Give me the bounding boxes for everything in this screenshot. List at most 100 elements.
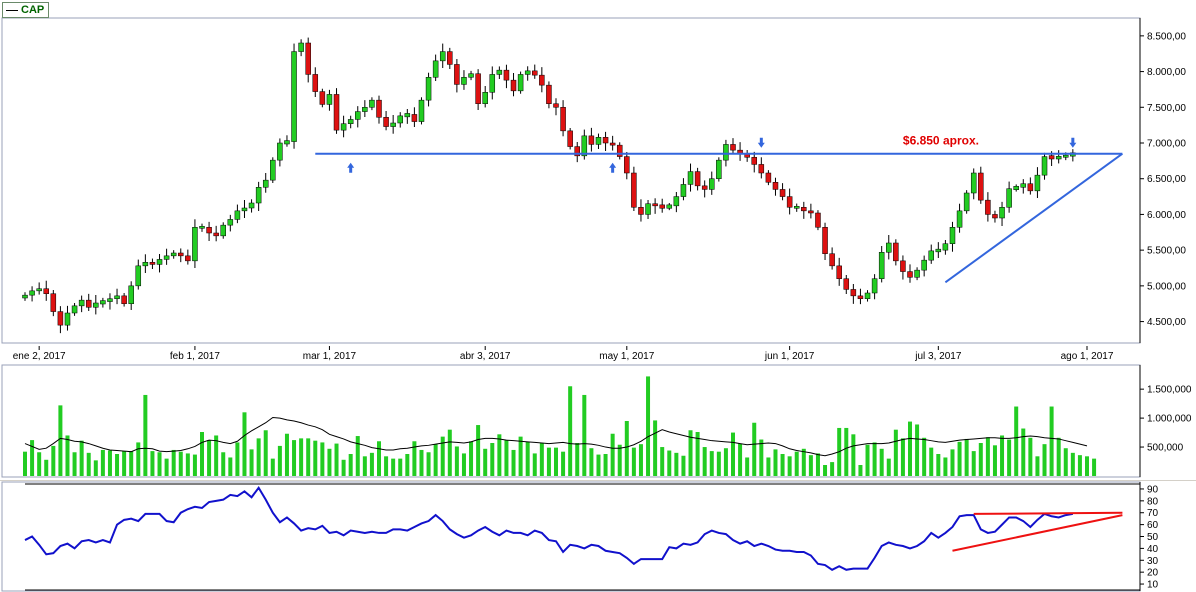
volume-bar — [716, 451, 721, 476]
volume-bar — [469, 441, 474, 476]
candle-body-down — [503, 69, 510, 81]
volume-y-tick-label: 500,000 — [1147, 443, 1184, 454]
price-chart-pane[interactable]: 8.500,00 8.000,00 7.500,00 7.000,00 6.500,00… — [0, 0, 1196, 346]
candle — [312, 67, 319, 97]
ticker-legend[interactable]: CAP — [2, 2, 50, 18]
volume-bar — [100, 449, 105, 476]
volume-y-tick-label: 1.500,000 — [1147, 385, 1192, 396]
candle — [29, 286, 35, 302]
price-annotation: $6.850 aprox. — [903, 134, 979, 148]
candle-body-up — [461, 77, 467, 85]
candle — [114, 288, 120, 305]
volume-bar — [723, 448, 728, 476]
candle-body-up — [680, 184, 687, 197]
candle-body-up — [192, 227, 198, 262]
candle-body-down — [730, 144, 736, 151]
candle — [213, 225, 219, 242]
volume-bar — [893, 429, 898, 476]
candle — [1006, 181, 1012, 213]
candle-body-up — [291, 51, 297, 142]
candle-body-down — [900, 260, 906, 272]
candle — [878, 246, 885, 283]
candle — [447, 47, 453, 69]
candle — [475, 69, 481, 110]
candle-body-up — [970, 172, 977, 194]
candle — [206, 221, 212, 241]
touch-arrow-down-icon — [757, 137, 765, 148]
candle-body-up — [1006, 188, 1012, 208]
volume-chart-pane[interactable]: 1.500,000 1.000,000 500,000 — [0, 364, 1196, 480]
candle-body-up — [220, 224, 226, 237]
volume-bar — [51, 445, 56, 476]
volume-bar — [936, 454, 941, 476]
candle-body-up — [340, 123, 347, 131]
volume-bar — [929, 447, 934, 476]
volume-bar — [561, 451, 566, 476]
candle — [963, 190, 970, 214]
candle — [978, 166, 984, 204]
candle — [970, 168, 977, 200]
candle — [581, 129, 588, 160]
candle — [482, 86, 488, 108]
candle-body-up — [64, 312, 71, 326]
volume-bar — [207, 440, 212, 476]
volume-bar — [978, 443, 983, 476]
volume-bar — [1085, 456, 1089, 476]
date-tick-label: ene 2, 2017 — [13, 351, 66, 362]
volume-bar — [327, 448, 332, 476]
volume-bar — [1070, 452, 1075, 476]
volume-bar — [830, 462, 835, 476]
candle — [57, 306, 64, 334]
candle — [262, 173, 269, 193]
volume-bar — [185, 453, 190, 476]
candle — [631, 166, 637, 211]
candle — [694, 167, 701, 191]
candle — [744, 150, 750, 162]
volume-bar — [171, 449, 176, 476]
volume-bar — [688, 430, 693, 476]
volume-bar — [823, 465, 828, 476]
volume-bar — [136, 442, 141, 476]
volume-bar — [1063, 448, 1068, 476]
candle-body-down — [1048, 155, 1055, 160]
candle-body-up — [864, 292, 871, 299]
candle — [602, 131, 609, 151]
osc-plot-border — [1, 481, 1141, 592]
volume-bar — [731, 432, 735, 476]
volume-bar — [546, 447, 551, 476]
volume-bar — [1049, 406, 1054, 476]
candle — [461, 70, 467, 90]
candle-body-down — [624, 156, 630, 174]
candle-body-down — [638, 207, 644, 215]
candle-body-up — [355, 111, 361, 120]
volume-bar — [107, 450, 112, 476]
candle-body-up — [1041, 156, 1048, 176]
candle-body-up — [107, 298, 113, 302]
candle — [234, 204, 241, 224]
candle — [801, 201, 807, 219]
candle-body-down — [57, 311, 64, 326]
candle — [64, 305, 71, 331]
volume-bar — [674, 452, 679, 476]
candle-body-up — [277, 142, 283, 161]
candle-body-down — [751, 157, 757, 165]
price-y-tick-label: 7.000,00 — [1147, 139, 1186, 150]
candle-body-down — [121, 295, 127, 304]
candle-body-down — [857, 295, 864, 299]
candle — [999, 201, 1005, 226]
candle — [496, 66, 503, 79]
volume-bar — [752, 422, 757, 476]
volume-bar — [766, 457, 771, 476]
candle — [432, 54, 439, 81]
candle — [468, 70, 474, 81]
candle-body-down — [149, 262, 156, 265]
candle-body-up — [999, 207, 1005, 219]
candle-body-down — [992, 214, 998, 219]
volume-bar — [377, 441, 381, 476]
candle-body-up — [114, 295, 120, 299]
candle — [185, 249, 191, 265]
volume-bar — [79, 440, 84, 476]
oscillator-chart-pane[interactable]: 90 80 70 60 50 40 30 20 10 — [0, 481, 1196, 592]
price-y-tick-label: 6.500,00 — [1147, 174, 1186, 185]
